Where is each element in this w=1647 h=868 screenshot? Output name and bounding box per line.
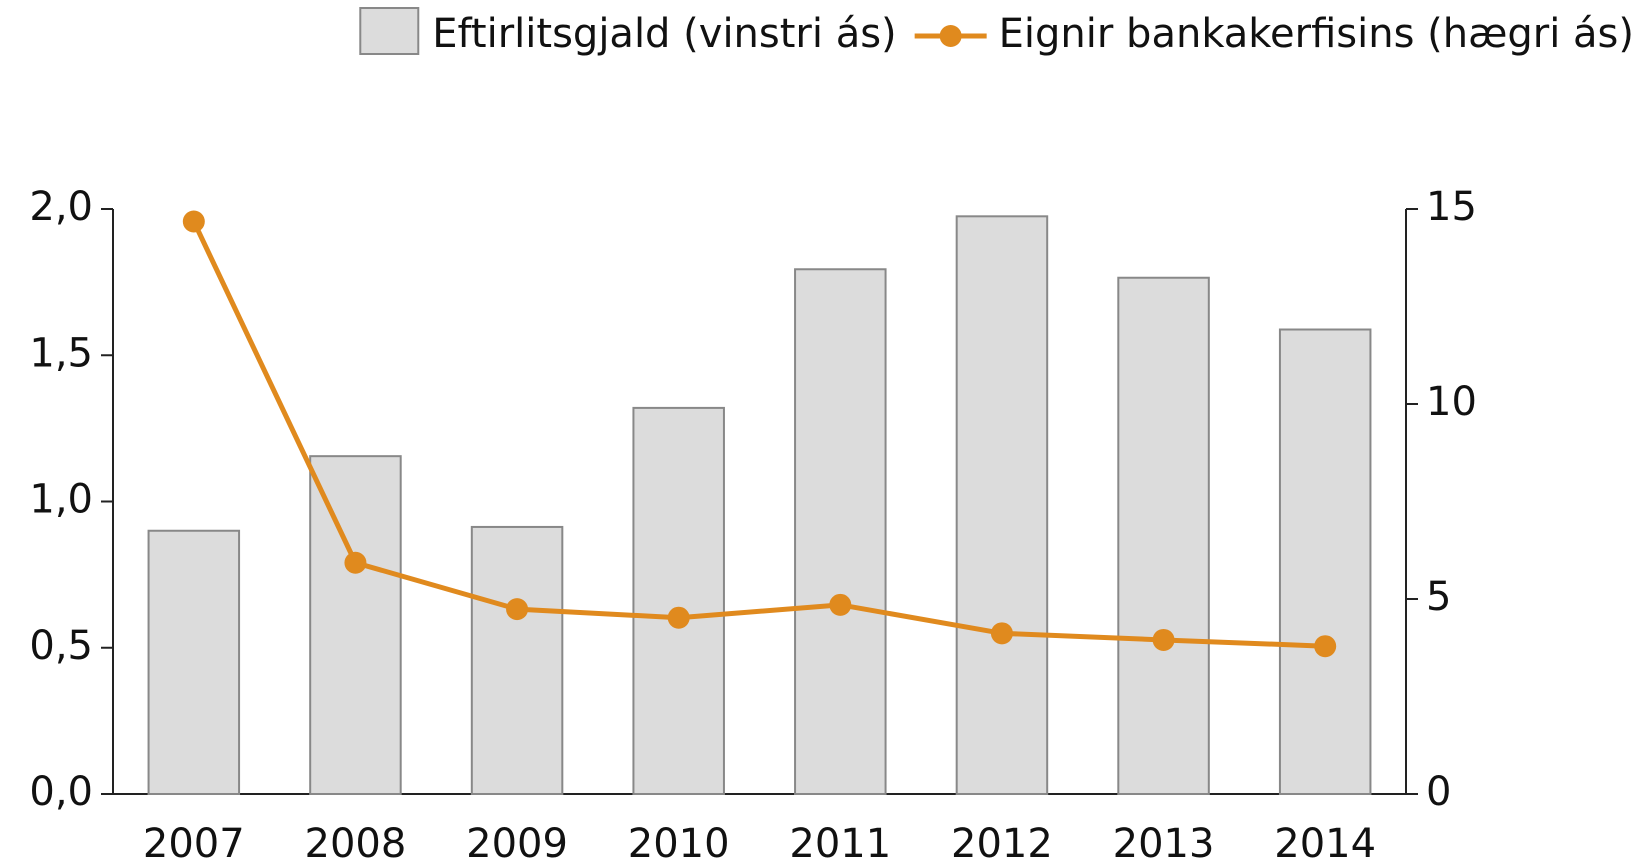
bar [1278, 328, 1372, 795]
bar [470, 525, 564, 795]
line [191, 220, 1326, 649]
bar [309, 455, 402, 795]
y2-tick-label: 15 [1426, 184, 1477, 230]
bar [147, 529, 241, 795]
y-tick-label: 0,5 [29, 623, 93, 669]
marker [182, 210, 205, 233]
y2-tick-label: 10 [1426, 379, 1477, 425]
y-tick-label: 1,5 [29, 330, 93, 376]
x-tick-label: 2013 [1113, 821, 1215, 867]
y2-tick-label: 0 [1426, 769, 1451, 815]
bar [1117, 276, 1210, 795]
marker [1314, 635, 1337, 658]
legend-label: Eftirlitsgjald (vinstri ás) [432, 11, 896, 57]
bar [955, 215, 1049, 795]
legend-swatch [359, 7, 420, 55]
marker [990, 622, 1013, 645]
marker [506, 598, 529, 621]
bar [794, 268, 887, 795]
y2-tick-label: 5 [1426, 574, 1451, 620]
marker [667, 606, 690, 629]
marker [829, 593, 852, 616]
x-tick-label: 2012 [951, 821, 1053, 867]
x-tick-label: 2014 [1274, 821, 1376, 867]
x-tick-label: 2008 [305, 821, 407, 867]
x-tick-label: 2011 [789, 821, 891, 867]
x-tick-label: 2007 [143, 821, 245, 867]
legend-marker [939, 25, 962, 47]
y-tick-label: 0,0 [29, 769, 93, 815]
x-tick-label: 2010 [628, 821, 730, 867]
bar [632, 406, 725, 795]
y-tick-label: 1,0 [29, 477, 93, 523]
marker [344, 551, 367, 574]
y-tick-label: 2,0 [29, 184, 93, 230]
x-tick-label: 2009 [466, 821, 568, 867]
legend-label: Eignir bankakerfisins (hægri ás) [999, 11, 1634, 57]
marker [1152, 628, 1175, 651]
